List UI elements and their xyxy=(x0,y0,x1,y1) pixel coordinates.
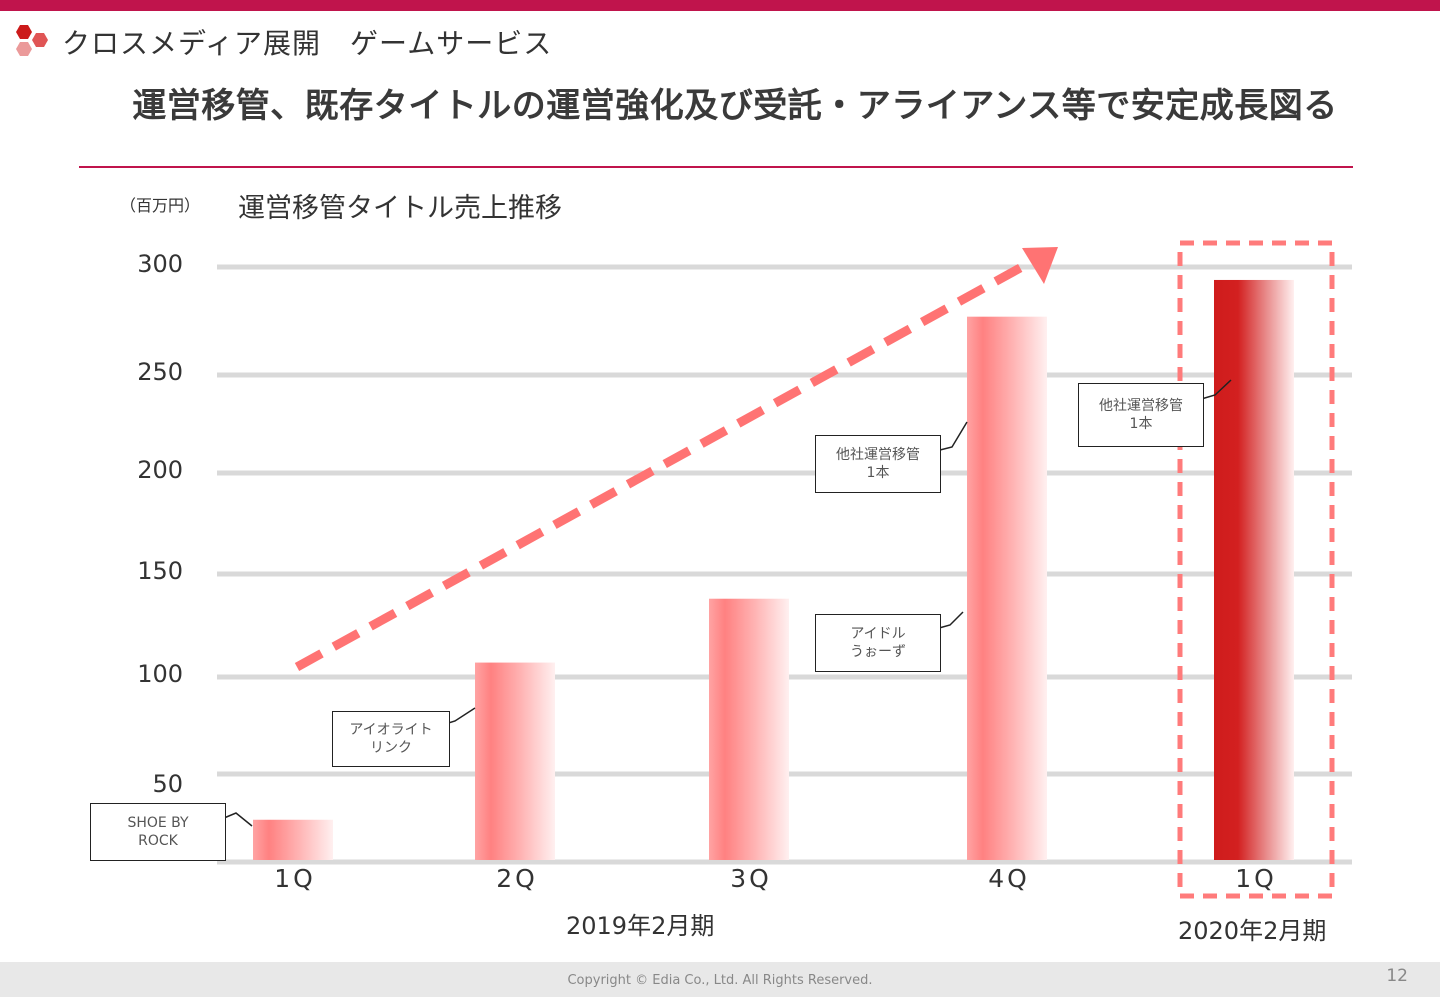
x-tick-label: 2Q xyxy=(496,864,538,893)
annotation-text: SHOE BY xyxy=(127,815,189,831)
annotation-text: 他社運営移管 xyxy=(1099,398,1183,414)
annotation-text: 1本 xyxy=(866,465,890,481)
highlight-dashed-box xyxy=(1177,240,1335,899)
y-tick-label: 300 xyxy=(137,250,183,278)
annotation-text: ROCK xyxy=(138,833,178,849)
annotation-text: うぉーず xyxy=(850,644,906,660)
page-headline: 運営移管、既存タイトルの運営強化及び受託・アライアンス等で安定成長図る xyxy=(132,86,1338,126)
bar-4q-3 xyxy=(967,316,1047,860)
annotation-callout: 他社運営移管 1本 xyxy=(815,435,941,493)
y-axis-unit-label: （百万円） xyxy=(120,196,201,215)
hexagon-cluster-icon xyxy=(16,25,48,56)
annotation-callout: アイドル うぉーず xyxy=(815,614,941,672)
bar-1q-4 xyxy=(1214,279,1294,861)
annotation-callout: アイオライト リンク xyxy=(332,711,450,767)
bar-3q-2 xyxy=(709,598,789,860)
annotation-text: アイドル xyxy=(850,626,906,642)
fiscal-period-label: 2019年2月期 xyxy=(566,912,715,940)
annotation-callout: 他社運営移管 1本 xyxy=(1078,383,1204,447)
trend-arrow-head xyxy=(1022,247,1058,284)
annotation-leader-line xyxy=(223,812,253,827)
page-number: 12 xyxy=(1386,966,1408,986)
footer-bar xyxy=(0,962,1440,997)
annotation-text: アイオライト xyxy=(349,722,433,738)
y-tick-label: 100 xyxy=(137,660,183,688)
x-tick-label: 1Q xyxy=(274,864,316,893)
y-tick-label: 150 xyxy=(137,557,183,585)
y-tick-label: 250 xyxy=(137,358,183,386)
top-brand-bar xyxy=(0,0,1440,11)
annotation-text: 1本 xyxy=(1129,416,1153,432)
annotation-text: 他社運営移管 xyxy=(836,447,920,463)
annotation-text: リンク xyxy=(370,740,412,756)
x-tick-label: 4Q xyxy=(988,864,1030,893)
x-tick-label: 1Q xyxy=(1235,864,1277,893)
bar-1q-0 xyxy=(253,819,333,860)
x-tick-label: 3Q xyxy=(730,864,772,893)
bar-2q-1 xyxy=(475,662,555,860)
section-title: クロスメディア展開 ゲームサービス xyxy=(62,27,553,60)
annotation-callout: SHOE BY ROCK xyxy=(90,803,226,861)
fiscal-period-label: 2020年2月期 xyxy=(1178,917,1327,945)
header-divider xyxy=(79,166,1353,168)
trend-arrow-shaft xyxy=(294,253,1043,671)
copyright-text: Copyright © Edia Co., Ltd. All Rights Re… xyxy=(567,973,873,988)
y-tick-label: 50 xyxy=(152,770,183,798)
chart-title: 運営移管タイトル売上推移 xyxy=(238,193,562,224)
y-tick-label: 200 xyxy=(137,456,183,484)
